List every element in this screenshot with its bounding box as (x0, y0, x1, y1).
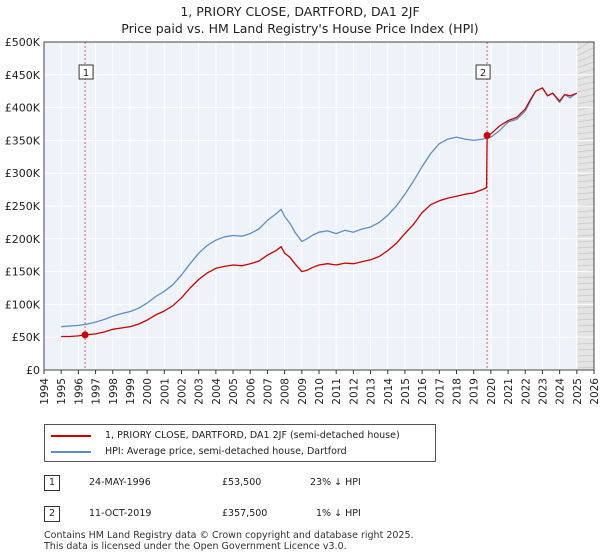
y-tick-label: £300K (5, 167, 41, 180)
legend-label-property: 1, PRIORY CLOSE, DARTFORD, DA1 2JF (semi… (105, 430, 400, 441)
transaction-date: 24-MAY-1996 (89, 477, 151, 488)
future-hatch-line (576, 61, 594, 69)
y-tick-label: £50K (12, 331, 41, 344)
y-tick-label: £100K (5, 298, 41, 311)
chart-title: 1, PRIORY CLOSE, DARTFORD, DA1 2JF Price… (0, 3, 600, 37)
x-tick-label: 2005 (228, 378, 240, 405)
y-tick-label: £250K (5, 200, 41, 213)
x-tick-label: 1997 (91, 378, 103, 405)
future-hatch-line (577, 24, 587, 38)
x-tick-label: 2025 (572, 378, 584, 405)
transaction-price: £53,500 (222, 477, 262, 488)
y-tick-label: £150K (5, 266, 41, 279)
x-tick-label: 2017 (434, 378, 446, 405)
x-tick-label: 1999 (125, 378, 137, 405)
y-tick-label: £350K (5, 134, 41, 147)
footer: Contains HM Land Registry data © Crown c… (44, 530, 414, 552)
future-hatch-line (576, 87, 594, 93)
future-hatch-line (576, 46, 594, 57)
x-tick-label: 2010 (314, 378, 326, 405)
future-hatch-line (576, 119, 594, 123)
future-hatch-line (551, 0, 577, 2)
transaction-price: £357,500 (222, 508, 268, 519)
future-hatch-line (577, 408, 600, 420)
x-tick-label: 2008 (280, 378, 292, 405)
future-hatch-line (576, 68, 594, 75)
transaction-row: 1 24-MAY-1996 £53,500 23% ↓ HPI (44, 474, 464, 492)
future-hatch-line (576, 74, 594, 81)
x-tick-label: 2002 (177, 378, 189, 405)
x-tick-label: 2020 (486, 378, 498, 405)
x-tick-label: 2009 (297, 378, 309, 405)
future-hatch-line (569, 6, 577, 20)
x-tick-label: 2012 (348, 378, 360, 405)
annotation-label: 1 (83, 68, 89, 79)
x-tick-label: 2024 (555, 378, 567, 405)
future-hatch-line (577, 414, 600, 420)
transaction-marker: 1 (44, 475, 60, 491)
x-tick-label: 2015 (400, 378, 412, 405)
future-hatch-line (563, 0, 577, 14)
legend-swatch-hpi (51, 451, 91, 453)
footer-copyright: Contains HM Land Registry data © Crown c… (44, 530, 414, 541)
x-tick-label: 2001 (159, 378, 171, 405)
x-tick-label: 1996 (73, 378, 85, 405)
x-tick-label: 1995 (56, 378, 68, 405)
transaction-row: 2 11-OCT-2019 £357,500 1% ↓ HPI (44, 505, 464, 523)
annotation-box (78, 64, 94, 80)
series-property-line (61, 87, 578, 338)
future-hatch-line (575, 12, 577, 26)
legend-label-hpi: HPI: Average price, semi-detached house,… (105, 446, 347, 457)
future-hatch-line (576, 42, 591, 51)
x-tick-label: 2019 (469, 378, 481, 405)
plot-frame (43, 41, 595, 371)
future-hatch-line (576, 94, 594, 99)
x-tick-label: 2026 (589, 378, 600, 405)
future-hatch-line (576, 112, 594, 117)
future-hatch-line (557, 0, 577, 8)
transaction-hpi-diff: 23% ↓ HPI (310, 477, 361, 488)
x-tick-label: 2006 (245, 378, 257, 405)
x-tick-label: 2004 (211, 378, 223, 405)
title-line: 1, PRIORY CLOSE, DARTFORD, DA1 2JF (180, 4, 420, 19)
x-tick-label: 2000 (142, 378, 154, 405)
subtitle-line: Price paid vs. HM Land Registry's House … (121, 21, 479, 36)
x-tick-label: 2016 (417, 378, 429, 405)
legend-swatch-property (51, 435, 91, 437)
chart-legend: 1, PRIORY CLOSE, DARTFORD, DA1 2JF (semi… (44, 424, 436, 462)
footer-license: This data is licensed under the Open Gov… (44, 541, 347, 552)
x-tick-label: 2018 (452, 378, 464, 405)
y-tick-label: £450K (5, 69, 41, 82)
x-tick-label: 2011 (331, 378, 343, 405)
x-tick-label: 1998 (108, 378, 120, 405)
x-tick-label: 1994 (39, 378, 51, 405)
sale-point (81, 331, 89, 339)
y-tick-label: £400K (5, 102, 41, 115)
future-hatch-line (576, 125, 594, 129)
transaction-hpi-diff: 1% ↓ HPI (316, 508, 361, 519)
y-tick-label: £500K (5, 36, 41, 49)
price-chart: £0 £50K £100K £150K £200K £250K £300K £350K £400… (5, 0, 600, 420)
x-tick-label: 2003 (194, 378, 206, 405)
y-tick-label: £200K (5, 233, 41, 246)
future-hatch-line (576, 100, 594, 105)
y-tick-label: £0 (26, 364, 40, 377)
series-hpi-line (61, 87, 578, 328)
x-tick-label: 2021 (503, 378, 515, 405)
x-tick-label: 2014 (383, 378, 395, 405)
transaction-date: 11-OCT-2019 (89, 508, 152, 519)
x-tick-label: 2013 (366, 378, 378, 405)
x-tick-label: 2022 (520, 378, 532, 405)
annotation-label: 2 (480, 68, 486, 79)
x-tick-label: 2023 (537, 378, 549, 405)
transaction-marker: 2 (44, 506, 60, 522)
future-hatch-line (576, 81, 594, 87)
annotation-box (475, 64, 491, 80)
x-tick-label: 2007 (262, 378, 274, 405)
future-hatch-line (577, 18, 581, 32)
sale-point (483, 131, 491, 139)
